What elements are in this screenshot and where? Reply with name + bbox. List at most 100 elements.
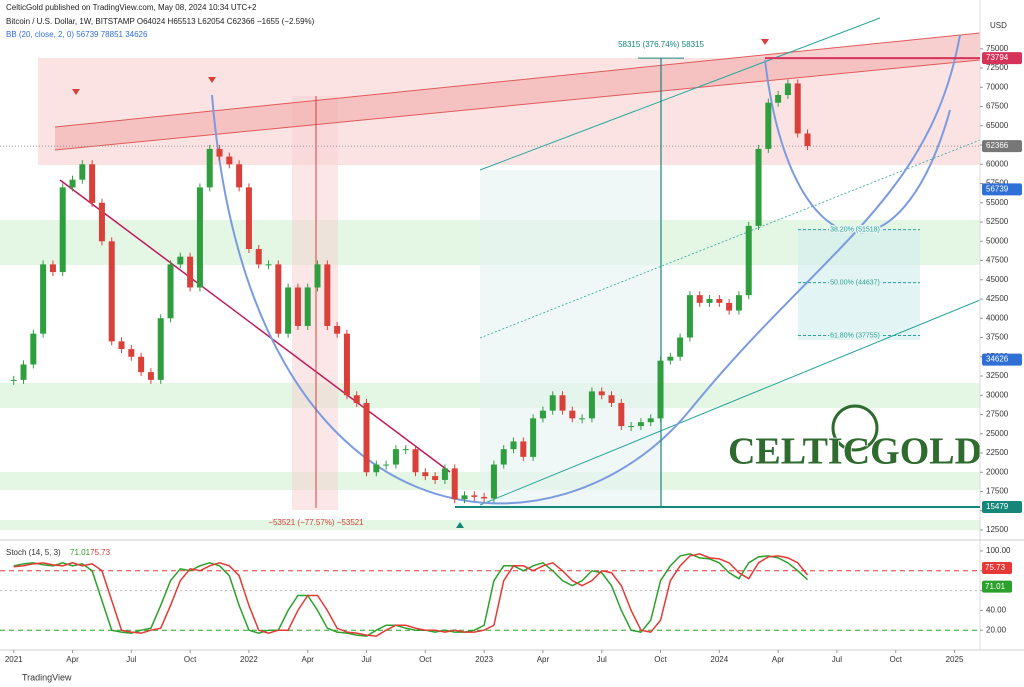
y-tick-label: 12500	[986, 525, 1009, 534]
trend-line	[59, 179, 451, 473]
x-tick-label: 2025	[946, 655, 964, 664]
y-tick-label: 100.00	[986, 546, 1011, 555]
candle	[147, 372, 154, 380]
candle	[236, 164, 243, 188]
candle	[755, 148, 762, 226]
candle	[657, 360, 664, 419]
candle	[255, 248, 262, 265]
arrow	[456, 522, 464, 528]
resistance-channel	[55, 33, 980, 150]
x-tick-label: Oct	[419, 655, 432, 664]
y-tick-label: 40000	[986, 313, 1009, 322]
candle	[206, 148, 213, 188]
candle	[539, 410, 546, 419]
candle	[451, 468, 458, 500]
x-tick-label: Oct	[889, 655, 902, 664]
annotation: 58315 (376.74%) 58315	[618, 40, 704, 49]
candle	[735, 295, 742, 311]
publisher: CelticGold published on TradingView.com,…	[6, 3, 257, 12]
x-tick-label: Apr	[301, 655, 314, 664]
price-badge-label: 73794	[986, 53, 1009, 62]
candle	[187, 256, 194, 288]
candle	[157, 318, 164, 380]
candle	[510, 441, 517, 450]
x-tick-label: 2022	[240, 655, 258, 664]
candle	[138, 356, 145, 373]
stoch-badge	[982, 580, 1012, 593]
candle	[59, 187, 66, 273]
cup-curve	[211, 34, 961, 505]
stoch-line	[13, 553, 809, 637]
y-tick-label: 22500	[986, 448, 1009, 457]
y-tick-label: 45000	[986, 275, 1009, 284]
price-badge-label: 62366	[986, 141, 1009, 150]
y-axis-label: USD	[990, 21, 1007, 30]
candle	[569, 410, 576, 419]
candle	[10, 379, 17, 381]
candle	[275, 264, 282, 334]
candle	[79, 164, 86, 180]
candle	[30, 333, 37, 365]
trend-line	[54, 32, 981, 128]
candle	[588, 391, 595, 419]
y-tick-label: 55000	[986, 198, 1009, 207]
y-tick-label: 20.00	[986, 625, 1007, 634]
y-tick-label: 20000	[986, 467, 1009, 476]
candle	[20, 364, 27, 380]
candle	[775, 94, 782, 103]
candle	[559, 395, 566, 411]
candle	[108, 241, 115, 342]
x-tick-label: Apr	[537, 655, 550, 664]
candle	[794, 83, 801, 134]
price-badge	[982, 353, 1022, 366]
candle	[490, 464, 497, 499]
x-tick-label: 2024	[710, 655, 728, 664]
candle	[294, 287, 301, 326]
candle	[412, 449, 419, 473]
candle	[481, 496, 488, 499]
y-tick-label: 37500	[986, 333, 1009, 342]
price-badge-label: 15479	[986, 502, 1009, 511]
y-tick-label: 70000	[986, 82, 1009, 91]
channel-line	[479, 299, 981, 506]
candle	[177, 256, 184, 265]
subtitle: BB (20, close, 2, 0) 56739 78851 34626	[6, 30, 148, 39]
y-tick-label: 47500	[986, 256, 1009, 265]
candle	[128, 349, 135, 357]
fib-label: 61.80% (37755)	[830, 332, 880, 339]
stoch-title: Stoch (14, 5, 3)	[6, 548, 61, 557]
candle	[392, 449, 399, 465]
candle	[579, 418, 586, 420]
candle	[686, 295, 693, 338]
fib-box	[798, 230, 920, 340]
x-tick-label: 2021	[5, 655, 23, 664]
stoch-badge-label: 71.01	[985, 582, 1006, 591]
channel-line	[479, 139, 981, 339]
measure-box	[480, 170, 660, 510]
candle	[677, 337, 684, 357]
y-tick-label: 25000	[986, 429, 1009, 438]
y-tick-label: 27500	[986, 410, 1009, 419]
candle	[422, 472, 429, 477]
candle	[520, 441, 527, 457]
candle	[89, 164, 96, 203]
candle	[441, 468, 448, 480]
y-tick-label: 65000	[986, 121, 1009, 130]
candle	[226, 156, 233, 165]
candle	[285, 287, 292, 334]
candle	[373, 464, 380, 473]
candle	[726, 302, 733, 311]
candle	[314, 264, 321, 288]
y-tick-label: 50000	[986, 236, 1009, 245]
candle	[530, 418, 537, 457]
stoch-legend-value: 75.73	[90, 548, 111, 557]
candle	[667, 356, 674, 361]
title: Bitcoin / U.S. Dollar, 1W, BITSTAMP O640…	[6, 17, 315, 26]
x-tick-label: Jul	[126, 655, 136, 664]
y-tick-label: 30000	[986, 390, 1009, 399]
price-badge	[982, 501, 1022, 514]
price-badge	[982, 183, 1022, 196]
cup-curve	[764, 59, 951, 234]
candle	[784, 83, 791, 95]
